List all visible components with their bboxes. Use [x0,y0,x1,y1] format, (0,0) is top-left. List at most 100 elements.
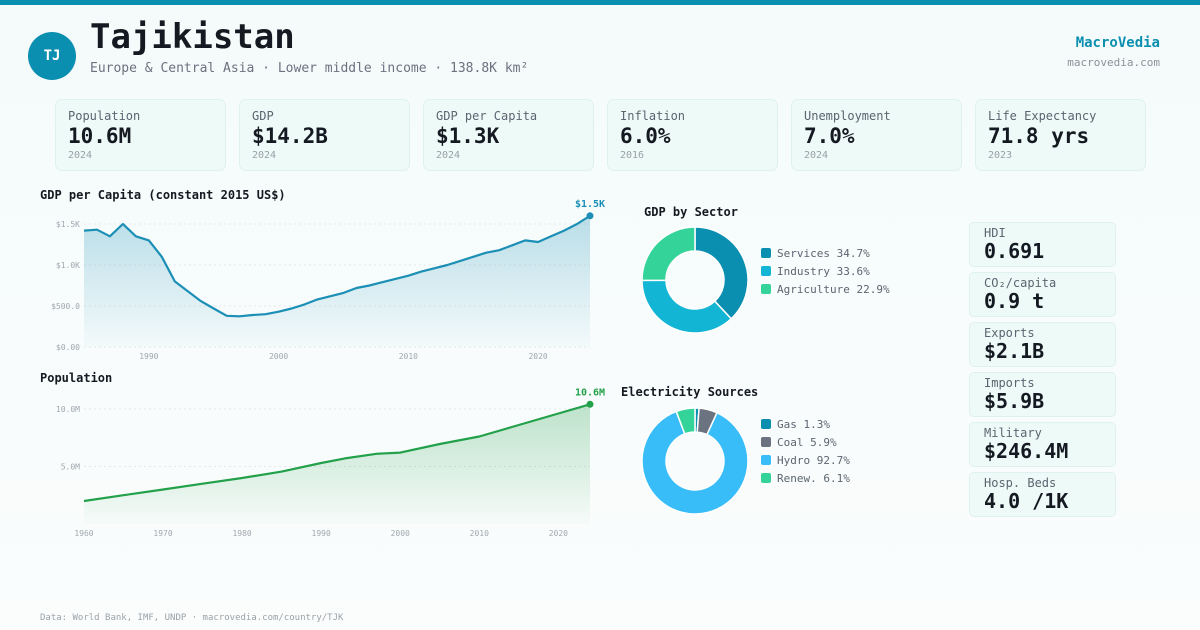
indicator-value: $5.9B [984,389,1045,413]
legend-label: Renew. 6.1% [777,471,850,485]
indicator-label: Imports [984,376,1035,390]
accent-top-bar [0,0,1200,5]
legend-swatch [761,473,771,483]
indicator-card-exports: Exports $2.1B [969,322,1116,367]
y-tick-label: $0.00 [56,343,80,352]
indicator-value: 0.9 t [984,289,1045,313]
y-tick-label: 10.0M [56,405,80,414]
latest-point [586,212,594,220]
legend-item: Agriculture 22.9% [761,280,890,298]
latest-point [586,400,594,408]
x-tick-label: 1990 [312,529,331,538]
y-tick-label: 5.0M [61,462,80,471]
x-tick-label: 2020 [528,352,547,361]
indicator-label: Military [984,426,1042,440]
indicator-value: 4.0 /1K [984,489,1069,513]
series-area [84,215,590,347]
country-badge: TJ [28,32,76,80]
sector-chart-title: GDP by Sector [644,205,738,219]
indicator-card-imports: Imports $5.9B [969,372,1116,417]
electricity-chart-title: Electricity Sources [621,385,759,399]
stat-value: 6.0% [620,124,671,148]
stat-label: Unemployment [804,109,891,123]
x-tick-label: 2010 [470,529,489,538]
stat-card-unemployment: Unemployment 7.0% 2024 [791,99,962,171]
indicator-value: $246.4M [984,439,1069,463]
x-tick-label: 1960 [74,529,93,538]
x-tick-label: 1990 [139,352,158,361]
legend-item: Gas 1.3% [761,415,850,433]
legend-label: Agriculture 22.9% [777,282,890,296]
stat-label: Life Expectancy [988,109,1097,123]
stat-year: 2016 [620,150,645,161]
stat-label: GDP per Capita [436,109,538,123]
x-tick-label: 2000 [269,352,288,361]
legend-swatch [761,284,771,294]
page-subtitle: Europe & Central Asia · Lower middle inc… [90,61,529,76]
stat-value: 10.6M [68,124,132,148]
legend-item: Hydro 92.7% [761,451,850,469]
stat-year: 2024 [804,150,829,161]
population-chart-title: Population [40,371,113,385]
donut-slice-hydro [641,410,749,515]
x-tick-label: 2010 [399,352,418,361]
donut-slice-industry [641,279,733,334]
stat-year: 2024 [252,150,277,161]
stat-card-gdp-per-capita: GDP per Capita $1.3K 2024 [423,99,594,171]
gdp-per-capita-chart: $0.00 $500.0 $1.0K $1.5K 1990 2000 2010 2020 $1.… [51,199,605,361]
gdp-chart-title: GDP per Capita (constant 2015 US$) [40,188,286,202]
footer-source: Data: World Bank, IMF, UNDP · macrovedia… [40,613,344,623]
indicator-card-hospital-beds: Hosp. Beds 4.0 /1K [969,472,1116,517]
legend-item: Coal 5.9% [761,433,850,451]
series-line [83,214,591,318]
legend-swatch [761,437,771,447]
stat-value: $1.3K [436,124,500,148]
legend-label: Gas 1.3% [777,417,830,431]
indicator-value: $2.1B [984,339,1045,363]
indicator-label: HDI [984,226,1006,240]
indicator-value: 0.691 [984,239,1045,263]
y-tick-label: $1.0K [56,261,80,270]
sector-legend: Services 34.7% Industry 33.6% Agricultur… [761,244,890,298]
electricity-legend: Gas 1.3% Coal 5.9% Hydro 92.7% Renew. 6.… [761,415,850,487]
latest-value-label: 10.6M [575,387,605,398]
brand-url[interactable]: macrovedia.com [1067,56,1160,69]
legend-label: Coal 5.9% [777,435,837,449]
population-chart: 5.0M 10.0M 1960 1970 1980 1990 2000 2010 2020 10.… [56,387,605,538]
x-tick-label: 1970 [153,529,172,538]
stat-value: $14.2B [252,124,328,148]
stat-card-gdp: GDP $14.2B 2024 [239,99,410,171]
legend-swatch [761,248,771,258]
legend-label: Hydro 92.7% [777,453,850,467]
donut-slice-agriculture [641,226,696,282]
legend-label: Industry 33.6% [777,264,870,278]
stat-value: 71.8 yrs [988,124,1090,148]
legend-swatch [761,266,771,276]
x-tick-label: 2020 [549,529,568,538]
x-tick-label: 1980 [232,529,251,538]
indicator-label: Exports [984,326,1035,340]
electricity-sources-donut [641,407,749,515]
indicator-label: CO₂/capita [984,276,1057,290]
stat-card-life-expectancy: Life Expectancy 71.8 yrs 2023 [975,99,1146,171]
indicator-card-hdi: HDI 0.691 [969,222,1116,267]
stat-label: Population [68,109,141,123]
stat-cards: Population 10.6M 2024 GDP $14.2B 2024 GD… [55,99,1146,171]
donut-slice-renew [675,407,696,435]
stat-value: 7.0% [804,124,855,148]
legend-item: Industry 33.6% [761,262,890,280]
series-line [83,403,591,503]
donut-slice-services [694,226,749,320]
series-area [84,404,590,524]
legend-item: Renew. 6.1% [761,469,850,487]
stat-year: 2023 [988,150,1013,161]
brand-link[interactable]: MacroVedia [1075,35,1160,51]
latest-value-label: $1.5K [575,199,605,210]
indicator-card-military: Military $246.4M [969,422,1116,467]
legend-item: Services 34.7% [761,244,890,262]
x-tick-label: 2000 [391,529,410,538]
stat-card-population: Population 10.6M 2024 [55,99,226,171]
stat-year: 2024 [436,150,461,161]
gdp-by-sector-donut [641,226,749,334]
legend-swatch [761,419,771,429]
